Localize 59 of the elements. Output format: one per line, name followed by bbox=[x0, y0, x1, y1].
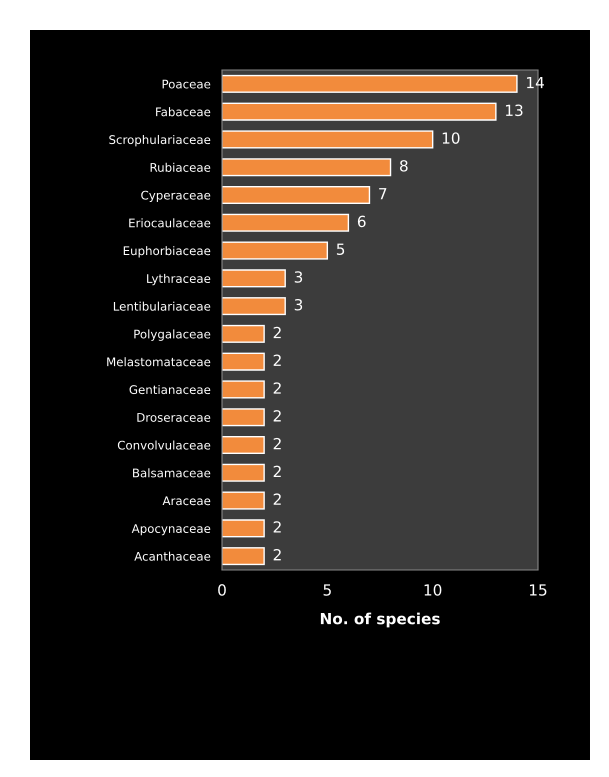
y-tick-label: Rubiaceae bbox=[150, 162, 210, 172]
bar bbox=[222, 269, 286, 288]
bar bbox=[222, 130, 434, 148]
y-tick-label: Droseraceae bbox=[137, 413, 210, 422]
y-tick-label: Eriocaulaceae bbox=[129, 218, 210, 228]
y-tick-label: Polygalaceae bbox=[134, 329, 210, 341]
data-label: 8 bbox=[400, 160, 408, 172]
data-label: 3 bbox=[294, 298, 302, 311]
bar bbox=[222, 186, 370, 204]
data-label: 3 bbox=[294, 271, 302, 283]
bar bbox=[222, 492, 265, 510]
y-tick-label: Acanthaceae bbox=[134, 552, 210, 561]
y-tick-label: Fabaceae bbox=[156, 107, 210, 116]
data-label: 5 bbox=[336, 244, 344, 255]
y-tick-label: Lentibulariaceae bbox=[114, 302, 210, 311]
bar bbox=[222, 158, 392, 176]
data-label: 13 bbox=[506, 104, 523, 116]
x-tick-label: 0 bbox=[218, 584, 226, 596]
data-label: 2 bbox=[274, 521, 281, 533]
data-label: 7 bbox=[379, 188, 386, 200]
bar bbox=[222, 102, 497, 121]
x-axis-title: No. of species bbox=[320, 612, 440, 628]
bar bbox=[222, 519, 265, 538]
bar bbox=[222, 436, 265, 454]
y-tick-label: Araceae bbox=[162, 496, 210, 506]
bar bbox=[222, 74, 518, 93]
data-label: 14 bbox=[527, 76, 544, 88]
data-label: 2 bbox=[274, 466, 281, 477]
data-label: 2 bbox=[274, 438, 281, 450]
y-tick-label: Convolvulaceae bbox=[118, 440, 210, 450]
data-label: 2 bbox=[274, 548, 281, 560]
bar bbox=[222, 408, 265, 426]
y-tick-label: Scrophulariaceae bbox=[109, 134, 210, 146]
x-tick-label: 15 bbox=[530, 584, 546, 596]
bar bbox=[222, 380, 265, 398]
y-tick-label: Cyperaceae bbox=[141, 190, 210, 202]
data-label: 2 bbox=[274, 382, 281, 394]
y-tick-label: Poaceae bbox=[162, 80, 210, 89]
x-tick-label: 10 bbox=[424, 584, 442, 596]
x-tick-label: 5 bbox=[324, 584, 331, 596]
bar bbox=[222, 242, 328, 260]
data-label: 6 bbox=[358, 216, 366, 228]
y-tick-label: Lythraceae bbox=[147, 274, 210, 286]
y-tick-label: Gentianaceae bbox=[130, 384, 210, 394]
bar bbox=[222, 214, 350, 232]
y-tick-label: Apocynaceae bbox=[132, 524, 210, 536]
bar bbox=[222, 297, 286, 316]
data-label: 10 bbox=[442, 132, 460, 144]
y-tick-label: Melastomataceae bbox=[107, 357, 210, 366]
y-tick-label: Balsamaceae bbox=[133, 468, 210, 478]
bar bbox=[222, 547, 265, 566]
y-tick-label: Euphorbiaceae bbox=[124, 246, 210, 258]
data-label: 2 bbox=[274, 354, 281, 366]
bar bbox=[222, 464, 265, 482]
bar bbox=[222, 324, 265, 343]
data-label: 2 bbox=[274, 410, 281, 422]
data-label: 2 bbox=[274, 493, 281, 505]
bar bbox=[222, 352, 265, 371]
data-label: 2 bbox=[274, 326, 281, 338]
